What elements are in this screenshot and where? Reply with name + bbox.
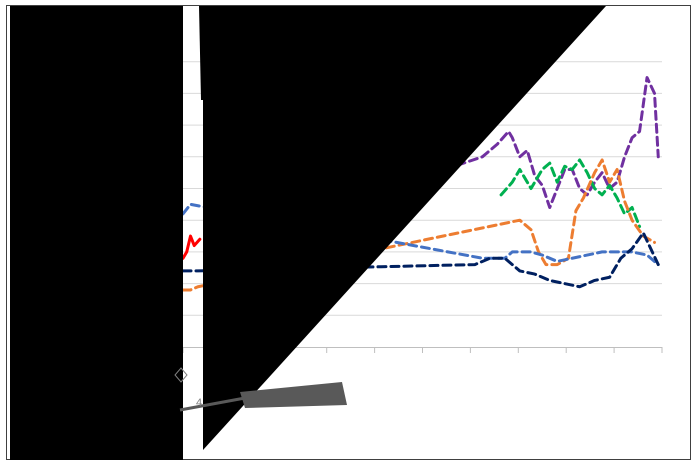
- plot-series: [181, 76, 660, 292]
- faint-glyph: 4: [196, 397, 202, 409]
- occluder-wedge-left: [10, 6, 183, 460]
- series-line-3: [181, 158, 657, 292]
- occluder-left-base: [10, 400, 87, 460]
- occluder-bar: [240, 382, 347, 408]
- series-line-2: [499, 158, 642, 229]
- faint-diamond-marker: [174, 367, 188, 383]
- series-line-6: [181, 234, 202, 260]
- series-line-1: [443, 76, 660, 210]
- occluder-streak: [179, 396, 246, 412]
- occluder-triangle: [203, 6, 606, 450]
- series-line-5: [181, 231, 660, 289]
